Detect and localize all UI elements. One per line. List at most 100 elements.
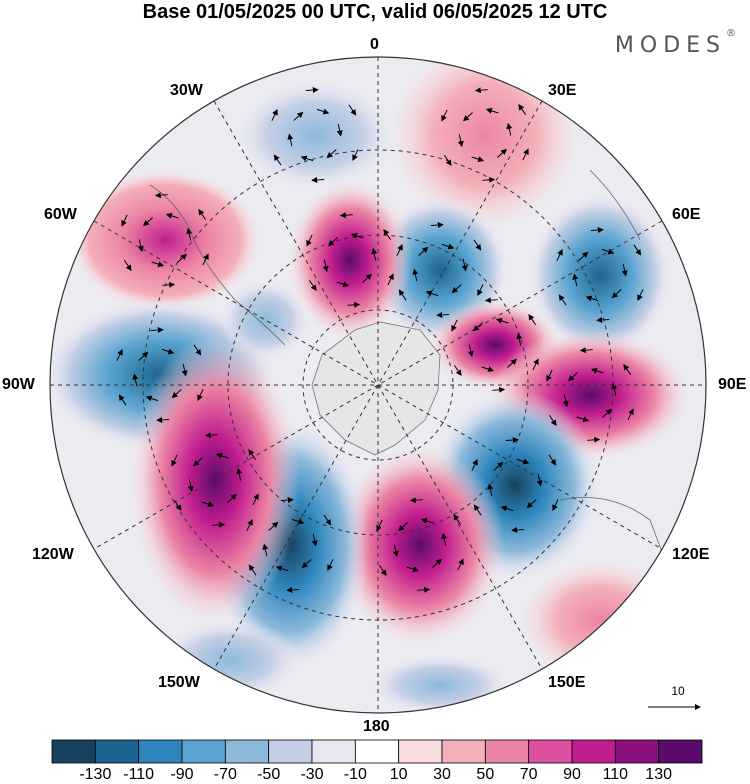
wind-arrow bbox=[193, 344, 202, 356]
wind-arrow bbox=[193, 457, 203, 467]
wind-arrow bbox=[328, 237, 338, 247]
wind-arrow bbox=[197, 389, 204, 401]
wind-arrow bbox=[156, 416, 170, 423]
anomaly-pos-20w bbox=[288, 180, 412, 340]
wind-arrow bbox=[409, 497, 423, 504]
anomaly-pos-60w bbox=[70, 170, 260, 310]
wind-arrow bbox=[457, 558, 464, 571]
wind-arrow bbox=[418, 246, 429, 256]
wind-arrow bbox=[474, 87, 488, 94]
anomaly-neg-60e bbox=[530, 195, 670, 355]
wind-arrow bbox=[461, 258, 468, 272]
wind-arrow bbox=[627, 408, 634, 421]
colorbar-swatch bbox=[138, 739, 183, 764]
colorbar-tick-label: -10 bbox=[343, 766, 367, 783]
wind-arrow bbox=[621, 263, 628, 277]
colorbar-swatch bbox=[658, 739, 703, 764]
wind-arrow bbox=[558, 294, 567, 306]
wind-arrow bbox=[495, 318, 509, 324]
wind-arrow bbox=[451, 319, 458, 332]
lon-label-150w: 150W bbox=[158, 674, 200, 691]
wind-arrow bbox=[378, 564, 387, 576]
wind-arrow bbox=[186, 227, 193, 241]
wind-arrow bbox=[441, 532, 448, 546]
wind-arrow bbox=[590, 368, 604, 374]
wind-arrow bbox=[398, 522, 408, 532]
colorbar-swatch bbox=[441, 739, 486, 764]
wind-arrow bbox=[118, 394, 127, 406]
wind-arrow bbox=[121, 214, 128, 227]
wind-arrow bbox=[578, 251, 589, 261]
wind-arrow bbox=[611, 289, 622, 299]
wind-arrow bbox=[398, 289, 407, 301]
wind-arrow bbox=[430, 222, 444, 229]
wind-arrow bbox=[143, 217, 153, 227]
wind-arrow bbox=[477, 284, 484, 296]
colorbar-tick-label: 70 bbox=[519, 766, 538, 783]
colorbar-swatch bbox=[484, 739, 530, 764]
wind-arrow bbox=[511, 526, 525, 533]
wind-arrow bbox=[300, 155, 314, 162]
wind-arrow bbox=[492, 386, 506, 393]
wind-arrow bbox=[548, 454, 557, 466]
wind-arrow bbox=[436, 311, 450, 318]
wind-arrow bbox=[576, 416, 590, 422]
wind-arrow bbox=[301, 559, 312, 569]
anomaly-pos-120w bbox=[130, 335, 300, 625]
lon-label-120e: 120E bbox=[672, 546, 710, 563]
lon-label-180: 180 bbox=[363, 718, 390, 735]
wind-arrow bbox=[252, 493, 259, 506]
wind-arrow bbox=[463, 112, 473, 122]
wind-arrow bbox=[412, 268, 419, 282]
wind-arrow bbox=[271, 109, 278, 121]
wind-arrow bbox=[453, 514, 462, 526]
wind-arrow bbox=[327, 559, 334, 571]
wind-arrow bbox=[568, 372, 578, 382]
wind-arrow bbox=[506, 122, 513, 136]
wind-arrow bbox=[420, 518, 434, 524]
wind-arrow bbox=[311, 176, 325, 183]
wind-arrow bbox=[602, 408, 612, 418]
lon-label-60w: 60W bbox=[44, 206, 77, 223]
wind-arrow bbox=[590, 227, 604, 234]
wind-arrow bbox=[522, 148, 529, 161]
wind-arrow bbox=[275, 565, 289, 572]
wind-arrow bbox=[116, 349, 123, 361]
wind-arrow bbox=[623, 364, 632, 376]
wind-arrow bbox=[482, 176, 496, 183]
anomaly-neg-0 bbox=[235, 80, 395, 190]
wind-arrow bbox=[406, 566, 420, 572]
wind-arrow bbox=[336, 123, 343, 137]
wind-arrow bbox=[339, 212, 353, 219]
colorbar-tick-label: 90 bbox=[563, 766, 581, 783]
wind-arrow bbox=[137, 239, 144, 253]
lon-label-120w: 120W bbox=[32, 546, 74, 563]
wind-arrow bbox=[204, 432, 218, 439]
wind-arrow bbox=[425, 290, 439, 297]
wind-arrow bbox=[165, 213, 179, 219]
colorbar-swatch bbox=[94, 739, 140, 764]
wind-arrow bbox=[215, 453, 229, 459]
wind-arrow bbox=[500, 505, 514, 512]
wind-arrow bbox=[487, 483, 494, 497]
wind-arrow bbox=[151, 261, 165, 267]
wind-arrow bbox=[145, 395, 159, 402]
wind-arrow bbox=[441, 109, 448, 122]
wind-arrow bbox=[154, 192, 168, 199]
wind-arrow bbox=[556, 249, 563, 261]
anomaly-field bbox=[50, 57, 706, 713]
wind-arrow bbox=[227, 493, 237, 503]
colorbar-tick-label: -130 bbox=[79, 766, 112, 783]
lon-label-30w: 30W bbox=[170, 82, 203, 99]
colorbar-swatch bbox=[528, 739, 573, 764]
wind-arrow bbox=[273, 154, 282, 166]
wind-arrow bbox=[471, 459, 478, 471]
wind-arrow bbox=[322, 259, 329, 273]
colorbar-tick-label: -70 bbox=[213, 766, 237, 783]
wind-arrow bbox=[150, 327, 164, 334]
wind-arrow bbox=[138, 351, 149, 361]
wind-arrow bbox=[173, 499, 182, 511]
wind-arrow bbox=[171, 389, 182, 399]
wind-arrow bbox=[611, 382, 618, 396]
